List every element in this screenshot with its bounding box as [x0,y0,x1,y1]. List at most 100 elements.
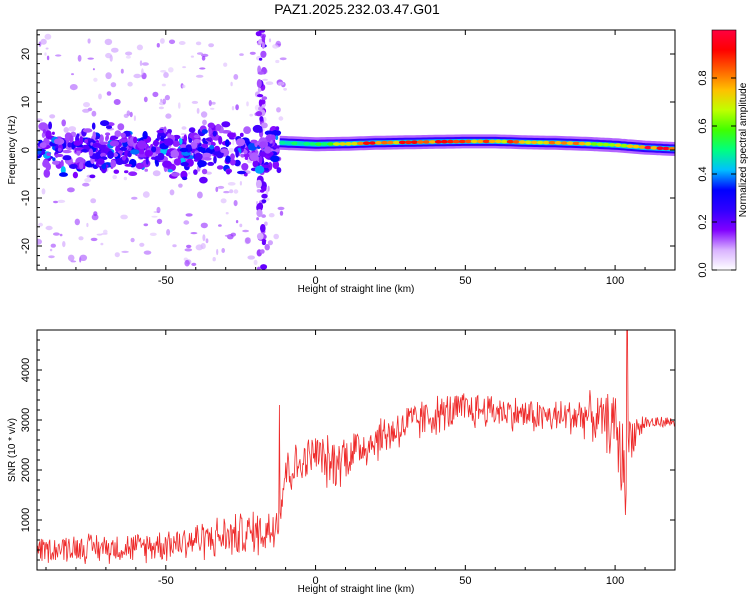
spectrogram-ridge-segment [482,139,490,144]
spectrogram-speckle [221,248,225,253]
spectrogram-streak-blob [261,41,265,49]
spectrogram-speckle [200,111,208,118]
spectrogram-speckle [195,74,204,78]
spectrogram-streak-blob [261,193,268,199]
spectrogram-speckle [83,102,90,108]
spectrogram-noise-blob [121,155,126,161]
spectrogram-noise-blob [153,139,159,147]
snr-ticks: -50 0 50 100 1000 2000 3000 4000 [20,330,676,587]
snr-panel: -50 0 50 100 1000 2000 3000 4000 Height of stra… [7,329,676,595]
spectrogram-noise-blob [225,155,231,163]
snr-xtick-label: -50 [158,575,174,587]
spectrogram-speckle [114,252,120,258]
spectrogram-speckle [225,212,229,215]
spectrogram-noise-blob [133,136,138,144]
spectrogram-ridge-segment [488,139,496,144]
spectrogram-ridge-segment [578,141,586,146]
spectrogram-speckle [205,238,209,244]
spectrogram-noise-blob [207,141,212,146]
spectrogram-speckle [82,108,90,113]
spectrogram-noise-blob [105,125,113,129]
spectrogram-speckle [120,68,124,74]
spectrogram-noise-blob [104,147,109,153]
spectrogram-speckle [131,196,138,200]
spectrogram-xtick-label: -50 [158,275,174,287]
spectrogram-streak-blob [261,214,266,218]
spectrogram-noise-blob [275,126,280,131]
spectrogram-noise-blob [145,156,149,165]
spectrogram-speckle [272,44,279,49]
spectrogram-speckle [143,250,152,255]
spectrogram-noise-blob [38,122,48,131]
spectrogram-noise-blob [208,127,212,135]
spectrogram-speckle [169,189,175,196]
spectrogram-speckle [133,73,142,79]
spectrogram-streak-blob [260,224,266,233]
spectrogram-noise-blob [276,167,282,174]
spectrogram-speckle [277,81,285,86]
spectrogram-noise-blob [221,130,232,134]
spectrogram-speckle [276,107,281,113]
spectrogram-speckle [141,62,149,66]
spectrogram-noise-blob [52,157,56,161]
spectrogram-noise-blob [180,162,189,167]
spectrogram-noise-blob [193,139,201,144]
spectrogram-noise-blob [100,152,107,158]
spectrogram-speckle [79,254,88,261]
spectrogram-streak-blob [255,179,262,189]
spectrogram-ridge-segment [309,142,317,146]
spectrogram-noise-blob [156,129,165,134]
spectrogram-noise-blob [144,150,154,157]
spectrogram-noise-blob [109,140,120,147]
spectrogram-xtick-label: 100 [606,275,624,287]
spectrogram-ridge-segment [506,139,514,144]
spectrogram-ridge-segment [291,141,299,146]
spectrogram-noise-blob [154,159,159,165]
spectrogram-speckle [197,191,203,199]
spectrogram-noise-blob [163,138,174,146]
spectrogram-ridge-segment [422,140,430,144]
spectrogram-noise-blob [181,176,188,181]
spectrogram-speckle [143,223,149,227]
spectrogram-speckle [191,100,199,104]
spectrogram-speckle [229,189,234,194]
spectrogram-speckle [186,244,192,249]
spectrogram-speckle [166,229,171,236]
spectrogram-speckle [178,41,186,45]
spectrogram-noise-blob [275,135,279,141]
spectrogram-ridge-segment [590,142,598,146]
figure-title: PAZ1.2025.232.03.47.G01 [274,1,440,17]
spectrogram-speckle [239,53,244,56]
spectrogram-noise-blob [84,139,88,144]
spectrogram-ridge-segment [572,141,580,146]
snr-ytick-label: 2000 [20,458,32,482]
spectrogram-noise-blob [118,138,128,143]
spectrogram-ridge-segment [410,140,418,144]
spectrogram-speckle [164,94,170,101]
spectrogram-speckle [196,107,200,114]
spectrogram-noise-blob [179,144,187,149]
spectrogram-ridge-segment [518,140,526,144]
spectrogram-ridge-segment [530,140,538,145]
spectrogram-ridge-segment [339,142,346,146]
snr-ytick-label: 3000 [20,408,32,432]
spectrogram-streak-blob [261,240,266,246]
spectrogram-speckle [156,206,161,214]
spectrogram-ridge-segment [548,140,556,145]
spectrogram-speckle [136,44,143,51]
spectrogram-noise-blob [243,126,252,134]
spectrogram-ridge-segment [458,139,466,144]
spectrogram-xtick-label: 50 [459,275,471,287]
spectrogram-speckle [273,233,280,240]
spectrogram-streak-blob [261,122,268,129]
spectrogram-noise-blob [162,160,172,168]
spectrogram-noise-blob [236,138,246,147]
spectrogram-ridge-segment [404,140,412,145]
spectrogram-speckle [268,213,275,218]
spectrogram-noise-blob [271,129,282,137]
spectrogram-speckle [181,126,187,130]
colorbar-gradient [712,30,736,270]
spectrogram-noise-blob [178,138,183,145]
spectrogram-noise-blob [262,164,271,168]
spectrogram-speckle [77,54,82,62]
